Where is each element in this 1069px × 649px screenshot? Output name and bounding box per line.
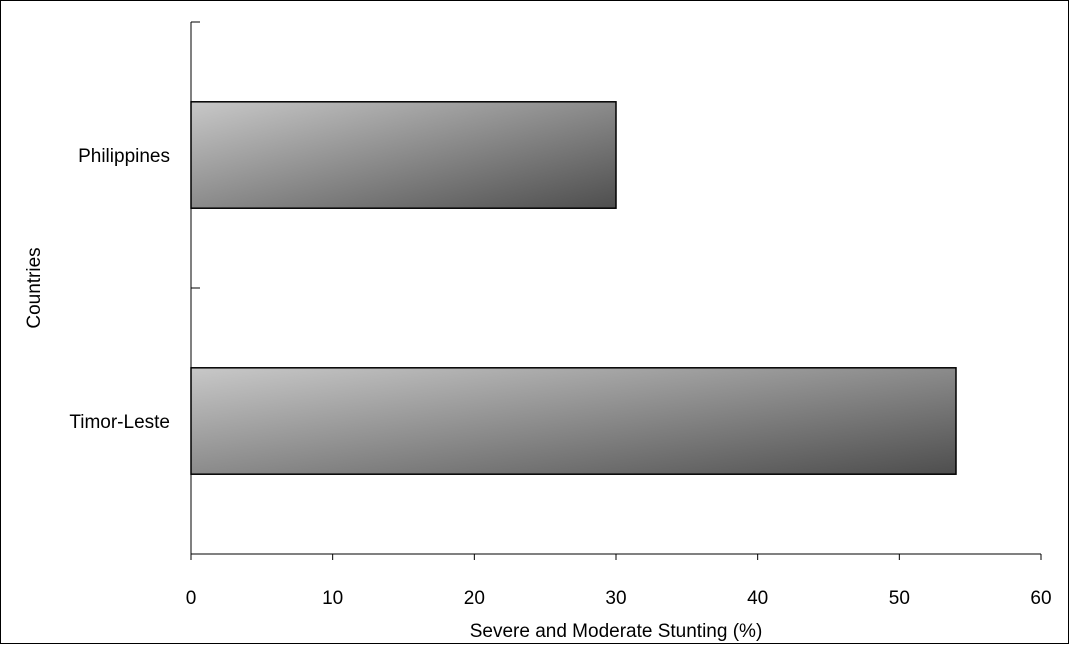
x-tick-label: 30 [605, 588, 626, 609]
x-tick-label: 50 [889, 588, 910, 609]
category-label: Philippines [78, 146, 170, 167]
x-tick-label: 10 [322, 588, 343, 609]
y-axis-label: Countries [24, 247, 45, 328]
x-tick-label: 20 [464, 588, 485, 609]
x-axis-label: Severe and Moderate Stunting (%) [470, 621, 763, 642]
category-label: Timor-Leste [69, 412, 170, 433]
x-tick-label: 60 [1030, 588, 1051, 609]
x-tick-label: 0 [186, 588, 197, 609]
category-labels: Philippines Timor-Leste [69, 146, 170, 433]
x-tick-label: 40 [747, 588, 768, 609]
bar-timor-leste [190, 367, 957, 475]
x-axis-ticks: 0 10 20 30 40 50 60 [186, 554, 1052, 609]
y-category-ticks [191, 21, 200, 555]
bars [190, 101, 957, 475]
bar-philippines [190, 101, 617, 209]
